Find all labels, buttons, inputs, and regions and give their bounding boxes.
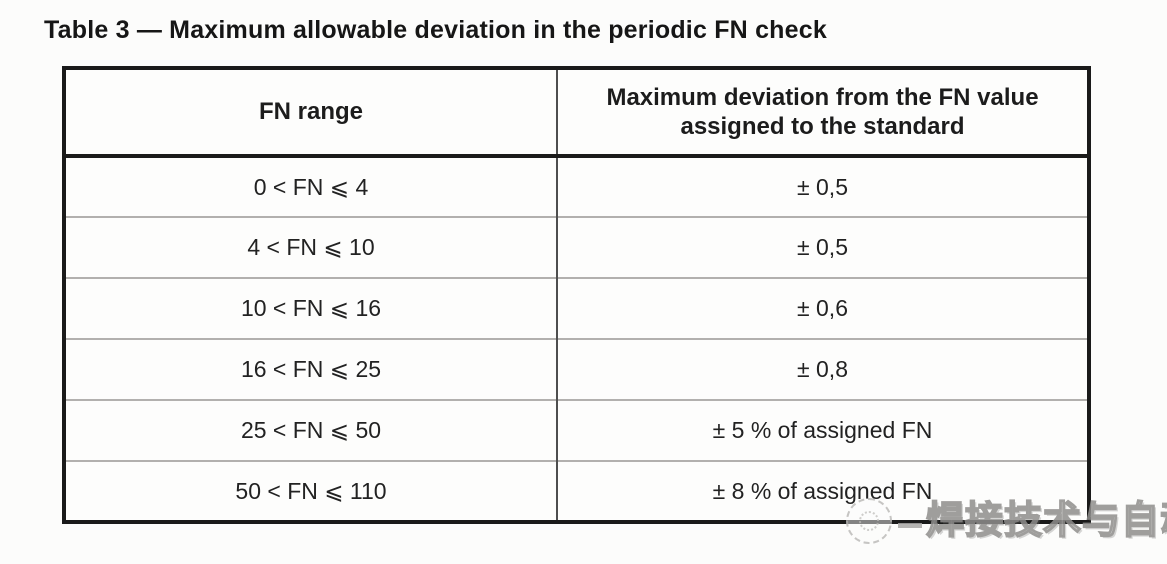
column-header-fn-range-label: FN range bbox=[258, 98, 363, 126]
fn-range-cell: 50 < FN ⩽ 110 bbox=[64, 460, 558, 522]
deviation-cell: ± 0,5 bbox=[557, 155, 1089, 217]
table-row: 16 < FN ⩽ 25 ± 0,8 bbox=[64, 338, 1089, 400]
table-row: 50 < FN ⩽ 110 ± 8 % of assigned FN bbox=[64, 460, 1089, 522]
watermark: 焊接技术与自动化 bbox=[846, 498, 1167, 544]
column-header-fn-range: FN range bbox=[64, 68, 558, 158]
column-header-max-deviation: Maximum deviation from the FN value assi… bbox=[557, 68, 1089, 158]
deviation-cell: ± 8 % of assigned FN bbox=[557, 460, 1089, 522]
fn-range-cell: 0 < FN ⩽ 4 bbox=[64, 155, 558, 217]
table-row: 25 < FN ⩽ 50 ± 5 % of assigned FN bbox=[64, 399, 1089, 461]
fn-range-cell: 10 < FN ⩽ 16 bbox=[64, 277, 558, 339]
header-row: FN range Maximum deviation from the FN v… bbox=[64, 68, 1089, 158]
deviation-cell: ± 0,8 bbox=[557, 338, 1089, 400]
table-row: 10 < FN ⩽ 16 ± 0,6 bbox=[64, 277, 1089, 339]
deviation-cell: ± 0,6 bbox=[557, 277, 1089, 339]
watermark-text: 焊接技术与自动化 bbox=[925, 500, 1167, 542]
deviation-cell: ± 5 % of assigned FN bbox=[557, 399, 1089, 461]
watermark-logo-icon bbox=[846, 498, 892, 544]
watermark-dash bbox=[898, 522, 922, 528]
fn-range-cell: 16 < FN ⩽ 25 bbox=[64, 338, 558, 400]
fn-range-cell: 25 < FN ⩽ 50 bbox=[64, 399, 558, 461]
table-row: 4 < FN ⩽ 10 ± 0,5 bbox=[64, 216, 1089, 278]
fn-deviation-table: FN range Maximum deviation from the FN v… bbox=[62, 66, 1091, 524]
table-row: 0 < FN ⩽ 4 ± 0,5 bbox=[64, 155, 1089, 217]
column-header-max-deviation-label: Maximum deviation from the FN value assi… bbox=[606, 83, 1039, 140]
fn-range-cell: 4 < FN ⩽ 10 bbox=[64, 216, 558, 278]
deviation-cell: ± 0,5 bbox=[557, 216, 1089, 278]
table-caption: Table 3 — Maximum allowable deviation in… bbox=[44, 16, 827, 44]
